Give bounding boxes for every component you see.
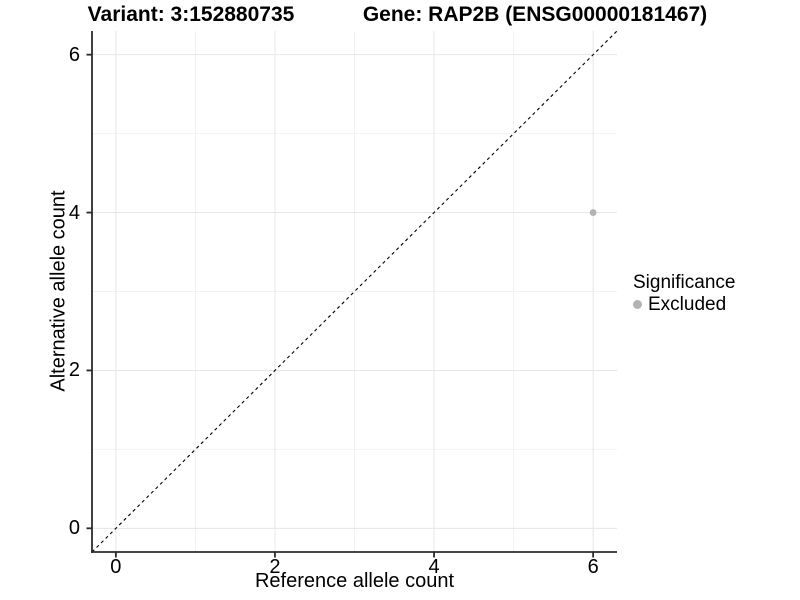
legend-point-icon — [633, 300, 642, 309]
identity-reference-line — [91, 30, 618, 553]
plot-title-gene: Gene: RAP2B (ENSG00000181467) — [362, 3, 708, 26]
y-axis-label: Alternative allele count — [47, 190, 70, 392]
x-axis-label: Reference allele count — [254, 570, 454, 592]
legend-item-excluded: Excluded — [633, 294, 735, 315]
data-point — [589, 209, 597, 216]
legend: Significance Excluded — [633, 272, 735, 315]
legend-title: Significance — [633, 272, 736, 293]
legend-item-label: Excluded — [648, 294, 727, 315]
plot-title-variant: Variant: 3:152880735 — [87, 3, 295, 26]
